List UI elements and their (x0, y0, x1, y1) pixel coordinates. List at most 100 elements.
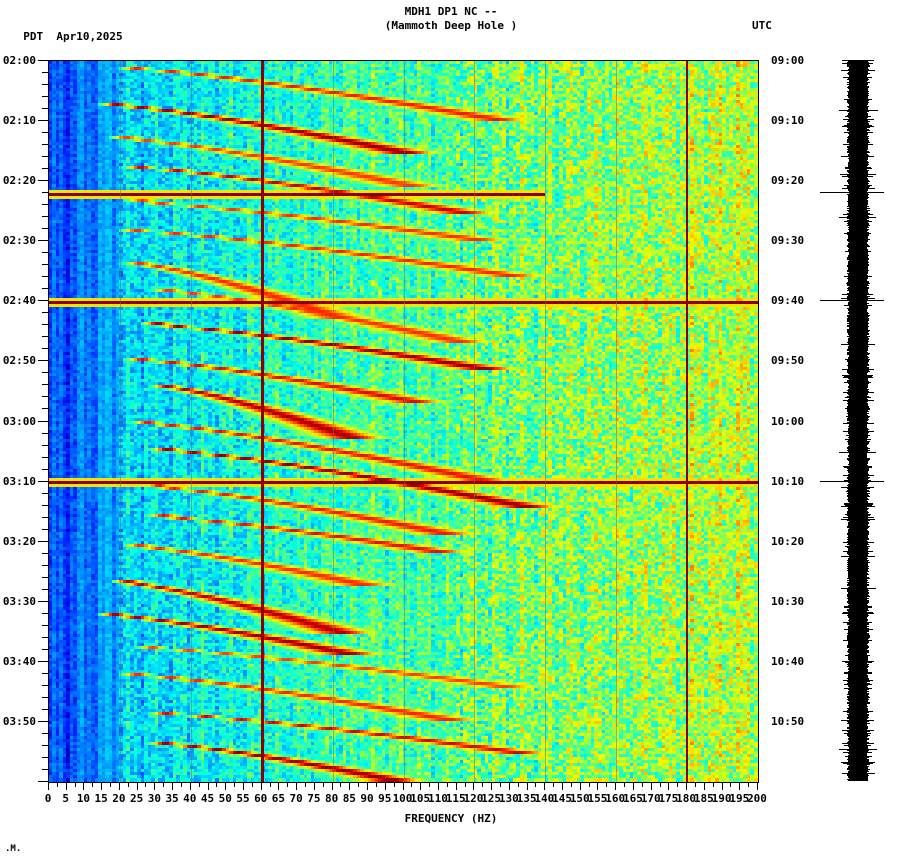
x-tick (208, 782, 209, 790)
header-timezone-left: PDT (23, 30, 44, 43)
y-tick-left (42, 553, 48, 554)
x-axis-label: 60 (254, 792, 268, 805)
x-tick (101, 782, 102, 790)
y-tick-left (42, 517, 48, 518)
y-tick-left (42, 613, 48, 614)
x-tick (48, 782, 49, 790)
y-tick-left (42, 757, 48, 758)
x-tick (624, 782, 625, 787)
x-tick (154, 782, 155, 790)
y-tick-left (42, 108, 48, 109)
x-axis-label: 80 (324, 792, 339, 805)
x-tick (562, 782, 563, 790)
x-axis-label: 45 (200, 792, 215, 805)
y-tick-left (42, 216, 48, 217)
x-tick (128, 782, 129, 787)
x-tick (757, 782, 758, 790)
x-tick (110, 782, 111, 787)
y-axis-left-label: 03:40 (2, 654, 36, 668)
x-axis-label: 115 (445, 792, 466, 805)
x-tick (660, 782, 661, 787)
x-tick (314, 782, 315, 790)
y-axis-left-label: 03:30 (2, 594, 36, 608)
x-axis-label: 145 (552, 792, 572, 805)
x-tick (633, 782, 634, 790)
x-tick (403, 782, 404, 790)
y-tick-left (38, 781, 48, 782)
x-tick (305, 782, 306, 787)
y-tick-left (42, 168, 48, 169)
y-axis-left-label: 02:10 (2, 114, 36, 128)
y-tick-left (42, 577, 48, 578)
x-axis-label: 30 (147, 792, 161, 805)
y-tick-left (42, 348, 48, 349)
x-tick (270, 782, 271, 787)
x-axis-label: 130 (498, 792, 519, 805)
y-tick-left (38, 300, 48, 301)
y-tick-left (38, 601, 48, 602)
x-axis-label: 50 (218, 792, 232, 805)
x-tick (465, 782, 466, 787)
x-axis-label: 140 (534, 792, 555, 805)
y-tick-left (42, 228, 48, 229)
x-tick (473, 782, 474, 790)
y-axis-left-label: 03:50 (2, 714, 36, 728)
y-axis-left-label: 03:00 (2, 414, 36, 428)
x-tick (367, 782, 368, 790)
y-axis-right-label: 10:10 (771, 474, 805, 488)
y-tick-left (42, 252, 48, 253)
y-axis-right-ticks: 09:00 09:10 09:20 09:30 09:40 09:50 10:00 10:10… (758, 0, 838, 864)
y-tick-left (42, 697, 48, 698)
x-axis-label: 70 (289, 792, 303, 805)
x-tick (509, 782, 510, 790)
corner-mark: .M. (5, 844, 22, 854)
y-tick-left (38, 240, 48, 241)
y-tick-left (42, 396, 48, 397)
x-tick (358, 782, 359, 787)
y-tick-left (38, 661, 48, 662)
x-axis-label: 120 (463, 792, 484, 805)
x-tick (535, 782, 536, 787)
y-tick-left (42, 745, 48, 746)
x-tick (332, 782, 333, 790)
y-tick-left (42, 324, 48, 325)
x-axis-label: 0 (44, 792, 52, 805)
x-axis-label: 65 (271, 792, 286, 805)
y-tick-left (42, 709, 48, 710)
x-axis-label: 10 (76, 792, 91, 805)
y-tick-left (38, 541, 48, 542)
x-tick (261, 782, 262, 790)
y-tick-left (42, 565, 48, 566)
y-tick-left (42, 384, 48, 385)
x-axis-label: 160 (605, 792, 626, 805)
y-tick-left (38, 360, 48, 361)
x-tick (686, 782, 687, 790)
x-tick (172, 782, 173, 790)
y-tick-left (42, 276, 48, 277)
x-tick (420, 782, 421, 790)
y-axis-right-label: 10:40 (771, 654, 805, 668)
x-axis-label: 175 (658, 792, 679, 805)
y-tick-left (42, 685, 48, 686)
y-tick-left (42, 493, 48, 494)
y-axis-right-label: 09:10 (771, 114, 805, 128)
x-tick (385, 782, 386, 790)
x-tick (216, 782, 217, 787)
x-axis-label: 90 (360, 792, 374, 805)
x-tick (580, 782, 581, 790)
x-tick (66, 782, 67, 790)
x-tick (243, 782, 244, 790)
y-axis-right-label: 10:00 (771, 414, 805, 428)
x-tick (278, 782, 279, 790)
x-tick (571, 782, 572, 787)
y-tick-left (42, 372, 48, 373)
y-tick-left (38, 180, 48, 181)
header-left-timezone-date: PDT Apr10,2025 (10, 17, 122, 43)
x-tick (411, 782, 412, 787)
y-tick-left (42, 192, 48, 193)
x-tick (323, 782, 324, 787)
y-tick-left (42, 505, 48, 506)
x-axis-label: 150 (569, 792, 590, 805)
y-tick-left (42, 288, 48, 289)
